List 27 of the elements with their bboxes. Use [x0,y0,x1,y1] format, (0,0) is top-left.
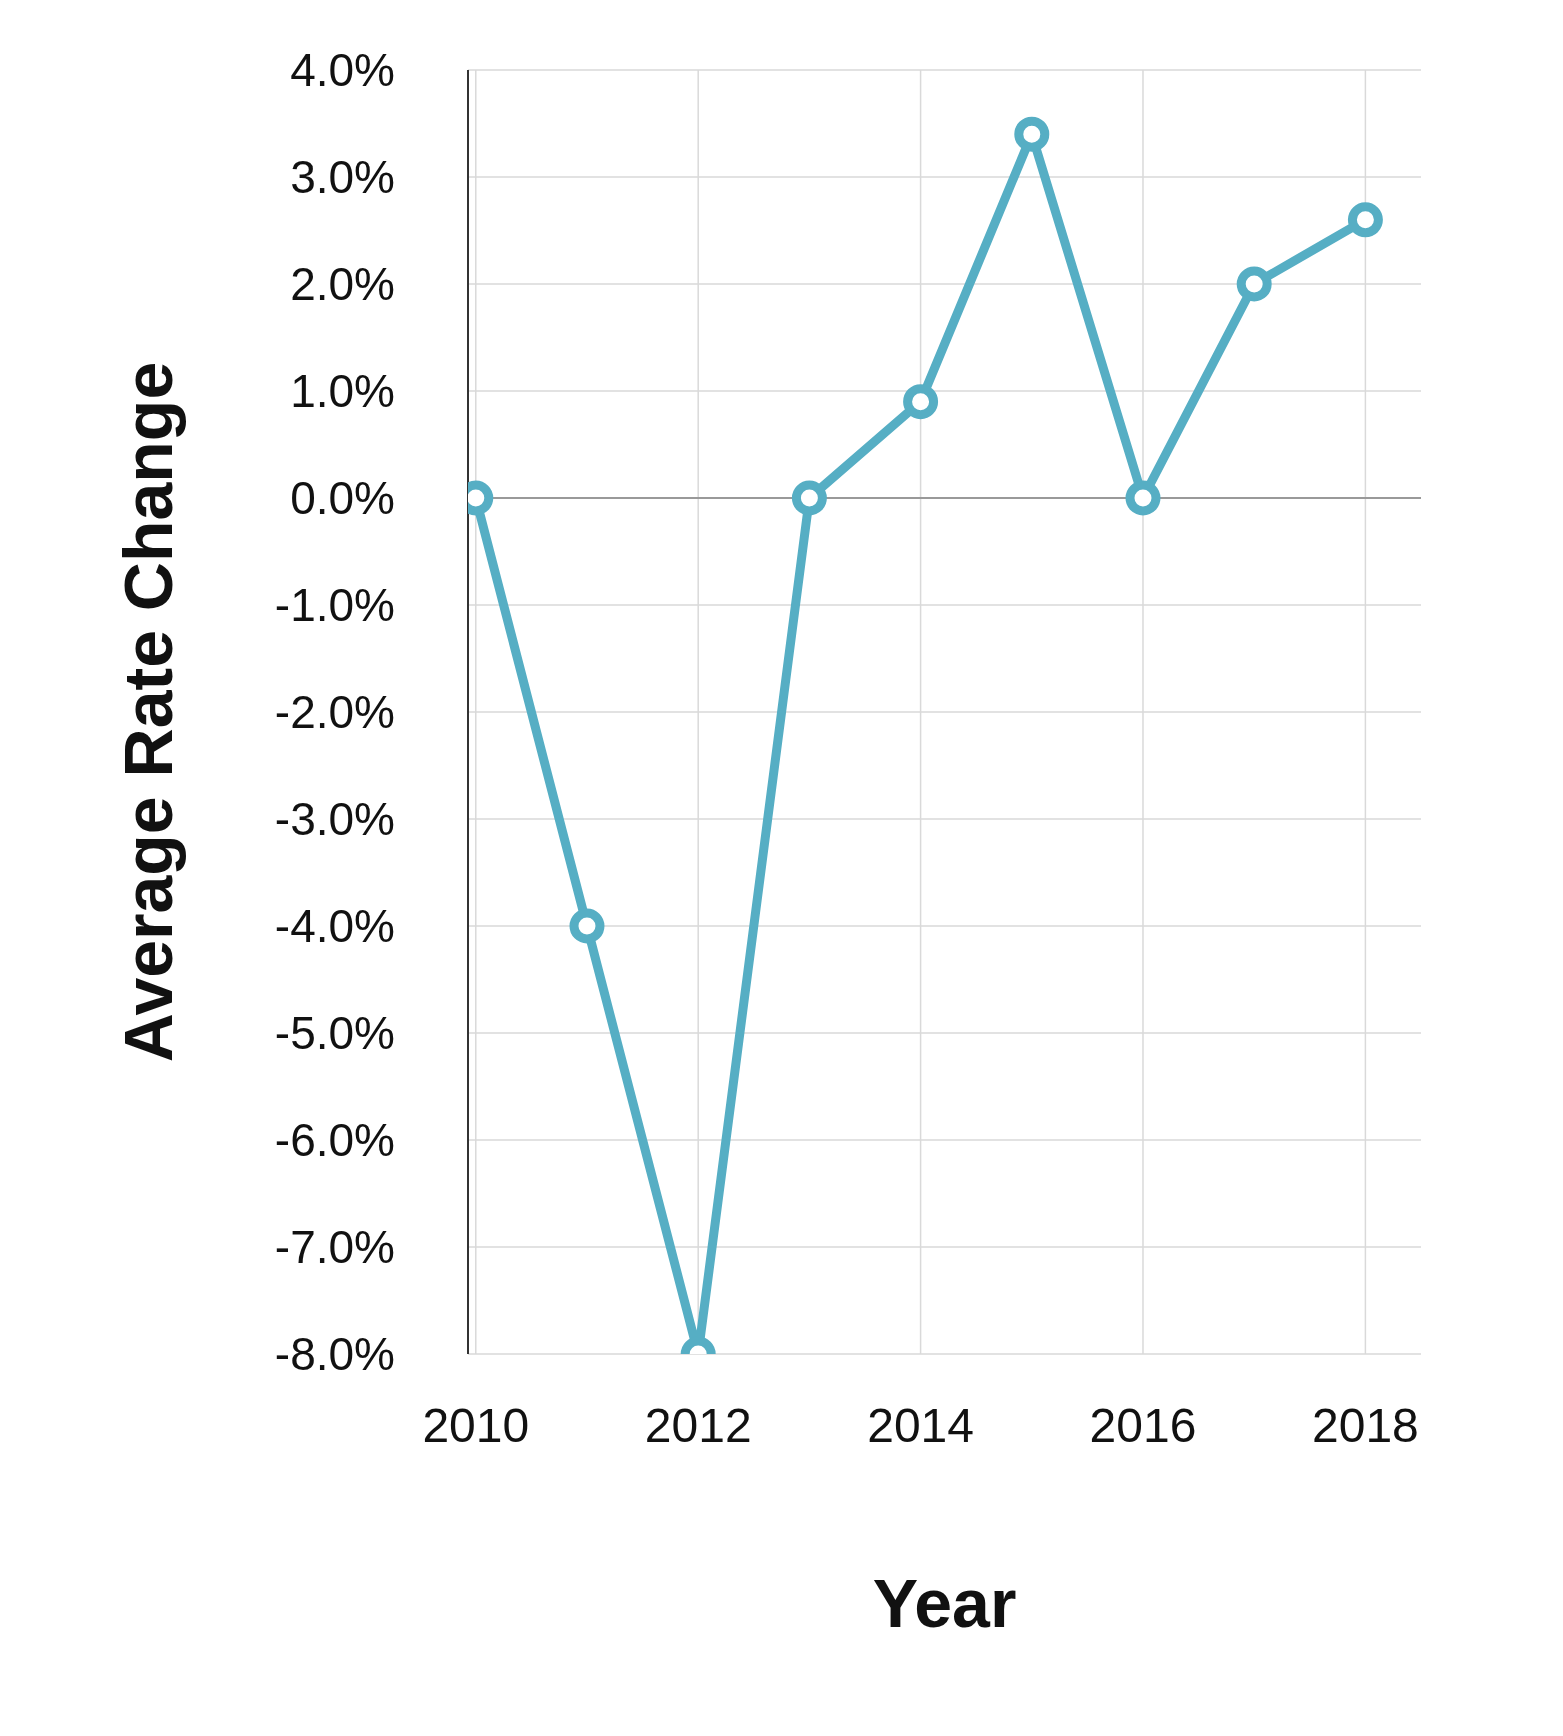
y-tick-label: -6.0% [274,1114,395,1167]
y-axis-title: Average Rate Change [110,361,187,1063]
y-tick-label: 1.0% [290,365,395,418]
y-tick-label: -2.0% [274,686,395,739]
x-tick-label: 2012 [644,1399,752,1453]
point [1236,266,1272,302]
point [791,480,827,516]
x-tick-label: 2018 [1312,1399,1419,1453]
point [903,384,939,420]
x-tick-label: 2010 [422,1399,530,1453]
y-tick-label: 2.0% [290,258,395,311]
y-tick-label: 4.0% [290,44,395,97]
y-tick-label: -1.0% [274,579,395,632]
y-tick-label: -3.0% [274,793,395,846]
y-tick-label: -7.0% [274,1221,395,1274]
y-tick-label: 0.0% [290,472,395,525]
y-tick-label: -8.0% [274,1328,395,1381]
point [1347,202,1383,238]
y-tick-label: 3.0% [290,151,395,204]
y-tick-label: -5.0% [274,1007,395,1060]
x-tick-label: 2016 [1089,1399,1197,1453]
x-tick-label: 2014 [867,1399,974,1453]
point [1014,116,1050,152]
point [569,908,605,944]
x-axis-title: Year [872,1565,1017,1642]
y-tick-label: -4.0% [274,900,395,953]
point [1125,480,1161,516]
